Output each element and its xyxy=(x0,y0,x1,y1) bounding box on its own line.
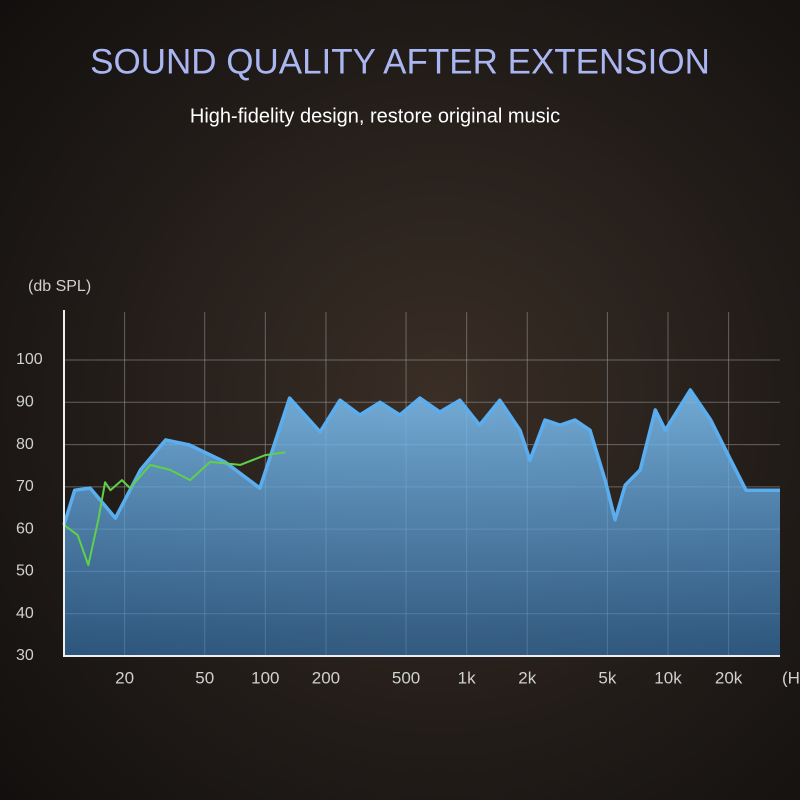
y-tick-label: 100 xyxy=(16,351,43,368)
x-tick-label: 200 xyxy=(312,668,340,687)
y-tick-label: 40 xyxy=(16,605,34,622)
x-tick-label: 10k xyxy=(654,668,682,687)
x-tick-label: 2k xyxy=(518,668,536,687)
plot xyxy=(62,388,780,656)
chart-subtitle: High-fidelity design, restore original m… xyxy=(190,105,560,127)
y-tick-label: 70 xyxy=(16,478,34,495)
x-tick-label: 20k xyxy=(715,668,743,687)
y-tick-label: 90 xyxy=(16,394,34,411)
response-line xyxy=(63,451,286,567)
y-axis-label: (db SPL) xyxy=(28,278,91,295)
x-tick-label: 1k xyxy=(458,668,476,687)
x-tick-label: 5k xyxy=(598,668,616,687)
y-tick-label: 50 xyxy=(16,563,34,580)
y-tick-label: 80 xyxy=(16,436,34,453)
x-tick-label: 100 xyxy=(251,668,279,687)
y-tick-label: 60 xyxy=(16,520,34,537)
x-axis-label: (H xyxy=(782,668,800,687)
y-tick-label: 30 xyxy=(16,647,34,664)
response-area xyxy=(64,390,780,656)
x-tick-label: 20 xyxy=(115,668,134,687)
x-tick-label: 50 xyxy=(195,668,214,687)
x-tick-label: 500 xyxy=(392,668,420,687)
chart-title: SOUND QUALITY AFTER EXTENSION xyxy=(90,42,710,81)
response-line xyxy=(62,388,780,526)
